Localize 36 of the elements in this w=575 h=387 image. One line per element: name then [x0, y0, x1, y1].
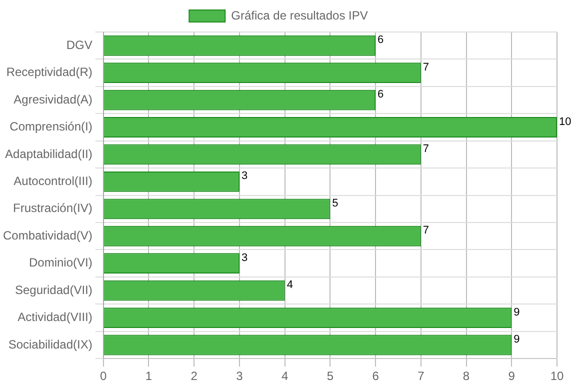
x-tick-label: 3	[236, 369, 244, 384]
y-tick-label: DGV	[66, 38, 92, 52]
y-tick-label: Seguridad(VII)	[14, 282, 92, 297]
x-tick-label: 4	[281, 369, 288, 384]
data-label: 6	[378, 34, 384, 46]
y-tick-label: Actividad(VIII)	[18, 310, 92, 324]
data-label: 9	[514, 306, 520, 318]
y-tick-label: Dominio(VI)	[29, 256, 92, 270]
y-tick-label: Agresividad(A)	[14, 92, 92, 106]
x-tick-label: 8	[462, 369, 470, 384]
data-label: 7	[422, 61, 430, 74]
x-tick-label: 2	[190, 369, 198, 384]
y-tick-label: Combatividad(V)	[2, 228, 92, 242]
x-tick-label: 9	[508, 369, 516, 384]
y-tick-label: Adaptabilidad(II)	[4, 146, 92, 161]
x-tick-label: 6	[372, 369, 380, 384]
y-tick-label: Receptividad(R)	[6, 65, 92, 80]
y-tick-label: Comprensión(I)	[10, 120, 92, 134]
data-label: 4	[286, 279, 293, 292]
y-tick-label: Autocontrol(III)	[14, 174, 92, 188]
data-label: 7	[422, 143, 430, 156]
x-tick-label: 0	[100, 369, 108, 384]
data-label: 10	[559, 116, 572, 128]
x-tick-label: 5	[326, 369, 334, 384]
data-label: 3	[241, 170, 248, 182]
data-label: 9	[514, 334, 520, 346]
y-tick-label: Frustración(IV)	[13, 201, 92, 216]
data-label: 5	[332, 197, 338, 210]
x-tick-label: 1	[145, 369, 152, 384]
data-label: 6	[378, 88, 384, 101]
x-tick-label: 7	[418, 369, 425, 384]
x-tick-label: 10	[550, 369, 564, 384]
legend-label: Gráfica de resultados IPV	[231, 8, 368, 22]
data-label: 3	[241, 252, 248, 264]
data-label: 7	[422, 224, 430, 237]
y-tick-label: Sociabilidad(IX)	[8, 337, 92, 352]
